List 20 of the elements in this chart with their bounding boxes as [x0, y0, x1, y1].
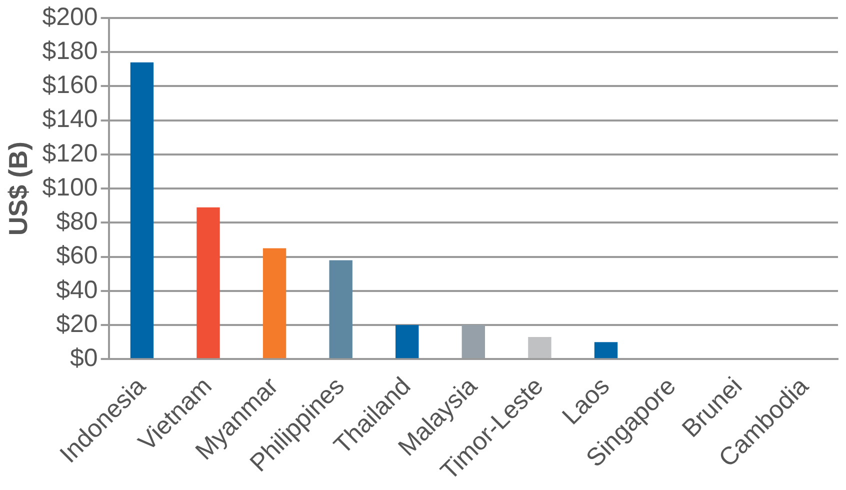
bar	[462, 325, 486, 358]
y-tick-label: $60	[56, 242, 98, 270]
bar	[262, 248, 286, 358]
bar	[329, 260, 352, 358]
y-tick-label: $20	[56, 310, 98, 338]
bar	[594, 342, 618, 358]
y-axis-title: US$ (B)	[2, 142, 33, 236]
y-tick-label: $200	[42, 2, 98, 31]
y-tick-label: $140	[42, 105, 98, 134]
y-tick-label: $80	[56, 208, 98, 236]
bar	[396, 325, 419, 358]
bar	[196, 207, 220, 358]
y-tick-label: $160	[42, 71, 98, 100]
y-tick-label: $0	[70, 344, 98, 372]
y-tick-label: $180	[42, 37, 98, 66]
y-tick-label: $40	[56, 276, 98, 304]
bar	[130, 62, 154, 358]
y-tick-label: $100	[42, 173, 98, 202]
y-tick-label: $120	[42, 139, 98, 168]
bar	[528, 336, 552, 358]
